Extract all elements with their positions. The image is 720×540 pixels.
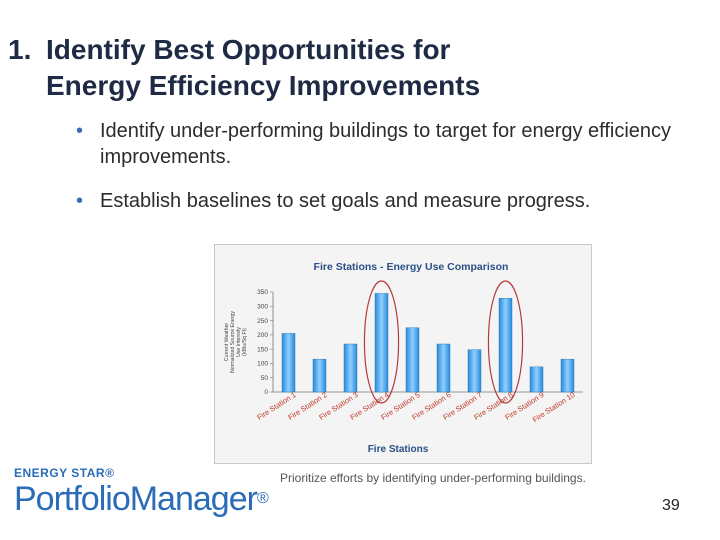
title-line-2: Energy Efficiency Improvements	[46, 70, 481, 101]
bullet-list: • Identify under-performing buildings to …	[76, 118, 706, 232]
logo-registered-mark: ®	[256, 490, 269, 507]
title-number: 1.	[8, 34, 32, 65]
y-axis-label-line: Use Intensity	[236, 327, 242, 357]
page-number: 39	[662, 497, 680, 514]
bar	[498, 298, 513, 393]
bar	[560, 358, 575, 393]
bullet-text: Identify under-performing buildings to t…	[100, 120, 672, 168]
bullet-item: • Identify under-performing buildings to …	[76, 118, 706, 170]
logo-word-portfolio: Portfolio	[14, 480, 131, 518]
slide-title: 1. Identify Best Opportunities for Energy…	[8, 32, 708, 104]
chart-caption: Prioritize efforts by identifying under-…	[280, 471, 586, 485]
bullet-text: Establish baselines to set goals and mea…	[100, 190, 591, 212]
bullet-dot-icon: •	[76, 120, 84, 142]
highlight-ring	[363, 280, 400, 404]
title-line-1: Identify Best Opportunities for	[46, 34, 451, 65]
logo-portfolio-manager-text: PortfolioManager®	[14, 480, 269, 518]
logo-word-manager: Manager	[129, 480, 258, 518]
bar	[343, 343, 358, 393]
y-tick-label: 300	[257, 303, 268, 310]
y-axis-label: Current Weather Normalized Source Energy U…	[224, 311, 248, 373]
y-tick-label: 0	[264, 389, 268, 396]
y-tick-label: 50	[261, 375, 269, 382]
y-tick-label: 250	[257, 318, 268, 325]
bar-chart: Fire Stations - Energy Use Comparison Cu…	[224, 261, 583, 455]
bullet-dot-icon: •	[76, 190, 84, 212]
y-axis-label-line: (kBtu/Sq Ft)	[242, 328, 248, 356]
y-axis-label-line: Normalized Source Energy	[230, 311, 236, 373]
y-tick-label: 200	[257, 332, 268, 339]
bar	[312, 358, 327, 393]
bar	[374, 293, 389, 393]
bar	[405, 327, 420, 393]
chart-title: Fire Stations - Energy Use Comparison	[314, 261, 509, 273]
bar	[467, 349, 482, 393]
y-tick-label: 150	[257, 346, 268, 353]
y-axis-label-line: Current Weather	[224, 323, 230, 362]
bar	[529, 366, 544, 393]
logo-energy-star-text: ENERGY STAR®	[14, 466, 115, 480]
x-axis-label: Fire Stations	[368, 444, 429, 455]
energy-star-portfolio-manager-logo: ENERGY STAR® PortfolioManager®	[14, 466, 269, 532]
bar	[436, 343, 451, 393]
y-tick-label: 350	[257, 289, 268, 296]
chart-panel: Fire Stations - Energy Use Comparison Cu…	[214, 244, 592, 464]
bar	[281, 333, 296, 393]
highlight-ring	[487, 280, 524, 404]
y-tick-label: 100	[257, 361, 268, 368]
bullet-item: • Establish baselines to set goals and me…	[76, 188, 706, 214]
